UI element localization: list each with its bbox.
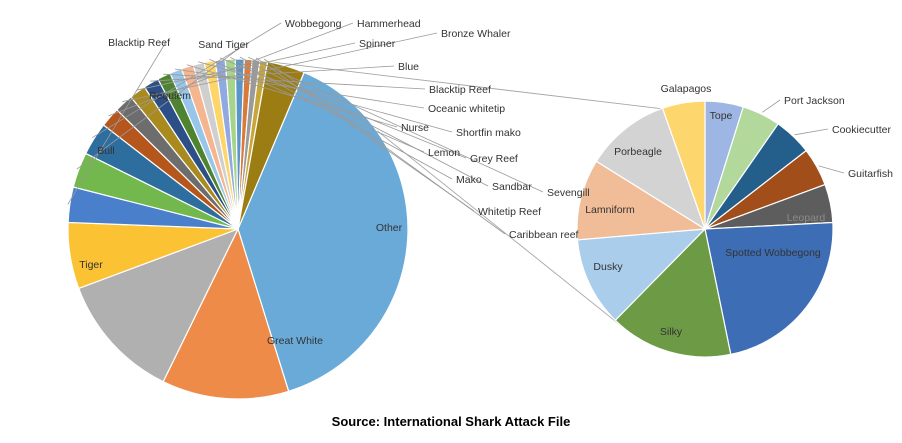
main-leader-sandbar — [239, 56, 489, 187]
main-label-sevengill: Sevengill — [547, 187, 590, 199]
main-label-whitetip-reef: Whitetip Reef — [478, 206, 541, 218]
main-slice-great-white — [237, 71, 409, 393]
main-label-lemon: Lemon — [428, 147, 460, 159]
sub-label-cookiecutter: Cookiecutter — [832, 124, 891, 136]
sub-leader-port-jackson — [762, 99, 781, 113]
main-label-blacktip-reef: Blacktip Reef — [429, 84, 491, 96]
main-leader-spinner — [136, 42, 356, 91]
sub-label-silky: Silky — [660, 326, 683, 338]
sub-slice-lamniform — [576, 160, 707, 241]
sub-slice-silky — [614, 227, 732, 358]
main-label-oceanic-whitetip: Oceanic whitetip — [428, 103, 505, 115]
main-label-mako: Mako — [456, 174, 482, 186]
sub-label-galapagos: Galapagos — [661, 83, 712, 95]
main-leader-caribbean-reef — [263, 58, 506, 235]
main-slice-tiger — [162, 227, 290, 400]
main-label-sand-tiger: Sand Tiger — [198, 39, 249, 51]
sub-label-spotted-wobbegong: Spotted Wobbegong — [725, 247, 821, 259]
main-label-nurse: Nurse — [401, 122, 429, 134]
sub-label-porbeagle: Porbeagle — [614, 146, 662, 158]
sub-label-lamniform: Lamniform — [585, 204, 635, 216]
sub-label-tope: Tope — [710, 110, 733, 122]
main-leader-blacktip-reef — [163, 73, 426, 90]
main-label-tiger: Tiger — [79, 259, 103, 271]
sub-label-dusky: Dusky — [593, 261, 623, 273]
main-label-bronze-whaler: Bronze Whaler — [441, 28, 511, 40]
source-note: Source: International Shark Attack File — [331, 414, 571, 429]
main-leader-nurse — [186, 64, 398, 128]
sub-slice-dusky — [576, 228, 707, 322]
main-label-blacktip-reef: Blacktip Reef — [108, 37, 170, 49]
main-leader-sand-tiger — [76, 43, 246, 170]
main-label-caribbean-reef: Caribbean reef — [509, 229, 579, 241]
sub-leader-cookiecutter — [794, 128, 829, 136]
main-leader-lemon — [209, 59, 425, 153]
slice-labels: Great White Tiger Bull Requiem Blacktip Reef… — [79, 18, 893, 347]
secondary-pie — [576, 100, 834, 358]
pie-of-pie-chart: Great White Tiger Bull Requiem Blacktip Reef… — [67, 18, 893, 400]
main-label-hammerhead: Hammerhead — [357, 18, 421, 30]
sub-label-port-jackson: Port Jackson — [784, 95, 845, 107]
sub-slice-spotted-wobbegong — [704, 221, 834, 356]
main-label-sandbar: Sandbar — [492, 181, 532, 193]
sub-label-guitarfish: Guitarfish — [848, 168, 893, 180]
main-label-requiem: Requiem — [149, 90, 191, 102]
main-leader-bronze-whaler — [122, 32, 438, 103]
main-label-other: Other — [376, 222, 403, 234]
main-label-grey-reef: Grey Reef — [470, 153, 518, 165]
main-leader-sevengill — [248, 56, 544, 193]
main-leader-grey-reef — [219, 57, 467, 159]
sub-label-leopard: Leopard — [787, 212, 826, 224]
sub-slice-galapagos — [661, 100, 706, 230]
main-slice-bull — [77, 227, 240, 383]
main-pie — [67, 58, 409, 400]
main-label-spinner: Spinner — [359, 38, 396, 50]
main-leader-shortfin-mako — [198, 61, 453, 133]
main-label-bull: Bull — [97, 145, 115, 157]
main-label-blue: Blue — [398, 61, 419, 73]
main-label-wobbegong: Wobbegong — [285, 18, 342, 30]
main-leader-wobbegong — [91, 22, 282, 139]
main-label-shortfin-mako: Shortfin mako — [456, 127, 521, 139]
leader-lines — [67, 22, 845, 235]
sub-leader-guitarfish — [818, 165, 845, 174]
sub-slice-porbeagle — [595, 107, 707, 231]
main-label-great-white: Great White — [267, 335, 323, 347]
